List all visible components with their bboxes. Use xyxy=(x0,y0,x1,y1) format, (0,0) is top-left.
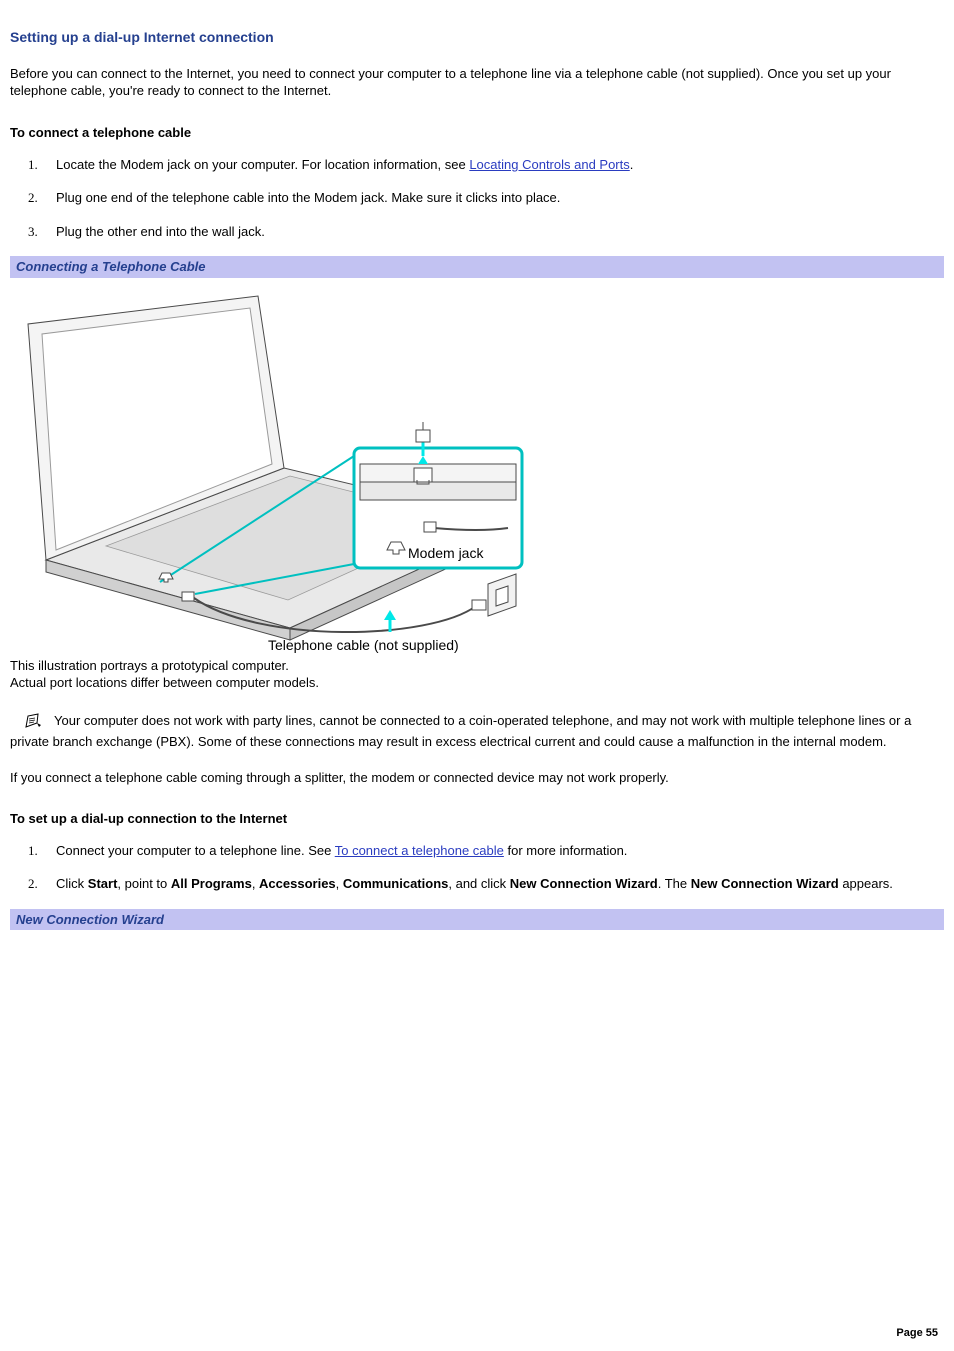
disclaimer-line: Actual port locations differ between com… xyxy=(10,675,319,690)
bold-term: Accessories xyxy=(259,876,336,891)
bold-term: Start xyxy=(88,876,118,891)
steps-connect-cable: Locate the Modem jack on your computer. … xyxy=(10,156,944,241)
page-number: Page 55 xyxy=(896,1326,938,1341)
link-locating-controls[interactable]: Locating Controls and Ports xyxy=(469,157,629,172)
bold-term: Communications xyxy=(343,876,448,891)
step-item: Locate the Modem jack on your computer. … xyxy=(50,156,944,174)
illustration-disclaimer: This illustration portrays a prototypica… xyxy=(10,658,944,692)
bold-term: New Connection Wizard xyxy=(510,876,658,891)
step-item: Plug the other end into the wall jack. xyxy=(50,223,944,241)
telephone-cable-diagram: Modem jack Telephone cable (not supplied… xyxy=(10,284,550,654)
document-page: Setting up a dial-up Internet connection… xyxy=(0,0,954,1351)
note-text: Your computer does not work with party l… xyxy=(10,713,911,750)
section-title-dialup-setup: To set up a dial-up connection to the In… xyxy=(10,810,944,828)
step-text-pre: Connect your computer to a telephone lin… xyxy=(56,843,335,858)
diagram-label-modem-jack: Modem jack xyxy=(408,545,484,561)
disclaimer-line: This illustration portrays a prototypica… xyxy=(10,658,289,673)
section-title-connect-cable: To connect a telephone cable xyxy=(10,124,944,142)
step-item: Click Start, point to All Programs, Acce… xyxy=(50,875,944,893)
step-text-pre: Locate the Modem jack on your computer. … xyxy=(56,157,469,172)
diagram-label-cable: Telephone cable (not supplied) xyxy=(268,637,459,653)
link-connect-cable[interactable]: To connect a telephone cable xyxy=(335,843,504,858)
steps-dialup-setup: Connect your computer to a telephone lin… xyxy=(10,842,944,893)
page-heading: Setting up a dial-up Internet connection xyxy=(10,28,944,47)
figure-caption-bar: New Connection Wizard xyxy=(10,909,944,931)
note-paragraph: Your computer does not work with party l… xyxy=(10,712,944,751)
step-item: Connect your computer to a telephone lin… xyxy=(50,842,944,860)
note-icon xyxy=(24,713,44,734)
note-paragraph-splitter: If you connect a telephone cable coming … xyxy=(10,769,944,787)
intro-paragraph: Before you can connect to the Internet, … xyxy=(10,65,944,100)
figure-caption-bar: Connecting a Telephone Cable xyxy=(10,256,944,278)
bold-term: New Connection Wizard xyxy=(691,876,839,891)
step-item: Plug one end of the telephone cable into… xyxy=(50,189,944,207)
bold-term: All Programs xyxy=(171,876,252,891)
step-text-post: . xyxy=(630,157,634,172)
step-text-post: for more information. xyxy=(504,843,628,858)
